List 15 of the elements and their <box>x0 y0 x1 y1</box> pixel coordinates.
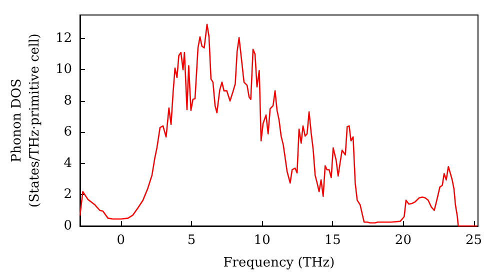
y-tick-label: 6 <box>64 124 72 140</box>
y-tick-label: 10 <box>55 62 72 78</box>
y-tick-label: 12 <box>55 30 72 46</box>
y-tick-label: 0 <box>64 218 72 234</box>
y-axis-title: Phonon DOS (States/THz·primitive cell) <box>10 33 42 208</box>
x-tick-label: 5 <box>187 233 196 248</box>
x-tick-label: 25 <box>465 233 482 248</box>
x-tick-label: 0 <box>116 233 126 248</box>
y-tick-label: 8 <box>64 93 72 108</box>
y-tick-label: 4 <box>64 156 72 171</box>
x-tick-label: 10 <box>254 233 270 248</box>
y-tick-label: 2 <box>64 187 72 202</box>
x-tick-label: 20 <box>394 233 412 248</box>
x-tick-label: 15 <box>324 233 341 248</box>
x-axis-title: Frequency (THz) <box>223 256 335 270</box>
